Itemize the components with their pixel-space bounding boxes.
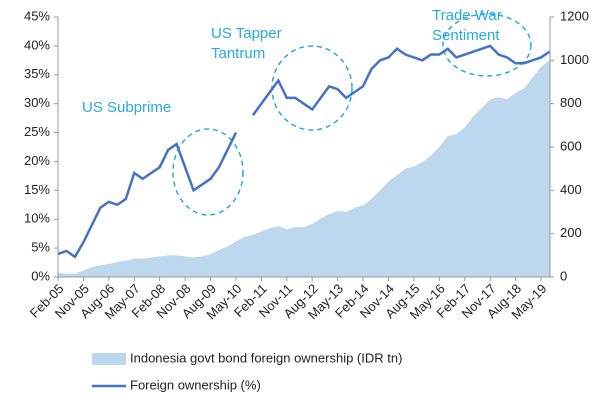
highlight-ellipse (271, 45, 353, 131)
y-tick-label: 10% (24, 211, 50, 226)
legend-label: Indonesia govt bond foreign ownership (I… (130, 350, 402, 365)
y2-tick-label: 1000 (560, 52, 589, 67)
legend-swatch (92, 353, 126, 365)
y2-tick-label: 200 (560, 225, 582, 240)
annotation: US Subprime (82, 99, 171, 116)
highlight-ellipse (172, 128, 244, 216)
annotation: Trade War (432, 7, 502, 24)
y-tick-label: 15% (24, 182, 50, 197)
y2-tick-label: 400 (560, 182, 582, 197)
area (58, 60, 550, 278)
y2-tick-label: 600 (560, 138, 582, 153)
y2-tick-label: 0 (560, 268, 567, 283)
annotation: Sentiment (432, 27, 500, 44)
annotation: US Tapper (211, 25, 282, 42)
y-tick-label: 5% (31, 240, 50, 255)
y2-tick-label: 1200 (560, 8, 589, 23)
y-tick-label: 40% (24, 37, 50, 52)
y-tick-label: 30% (24, 95, 50, 110)
line (57, 44, 551, 259)
y-tick-label: 0% (31, 268, 50, 283)
legend-label: Foreign ownership (%) (130, 377, 261, 392)
y2-tick-label: 800 (560, 95, 582, 110)
annotation: Tantrum (211, 45, 265, 62)
y-tick-label: 20% (24, 153, 50, 168)
y-tick-label: 45% (24, 8, 50, 23)
y-tick-label: 35% (24, 66, 50, 81)
highlight-ellipse (442, 13, 532, 77)
y-tick-label: 25% (24, 124, 50, 139)
